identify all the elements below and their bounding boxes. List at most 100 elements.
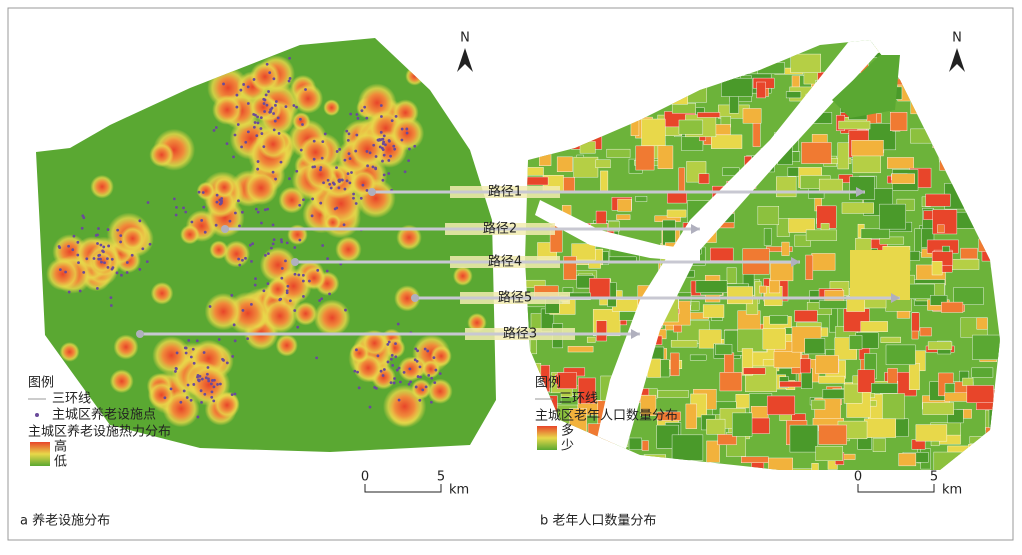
facility-point: [203, 230, 207, 234]
facility-point: [301, 123, 304, 126]
facility-point: [287, 79, 291, 83]
district: [981, 62, 1000, 70]
district: [628, 437, 642, 450]
district: [932, 209, 958, 235]
facility-point: [78, 289, 82, 293]
district: [996, 450, 1000, 467]
district: [573, 156, 599, 178]
facility-point: [246, 130, 250, 134]
district: [768, 40, 794, 47]
district: [972, 334, 1000, 360]
facility-point: [196, 375, 199, 379]
facility-point: [198, 374, 202, 378]
facility-point: [174, 367, 178, 370]
district: [805, 254, 814, 280]
district: [986, 51, 1000, 65]
facility-point: [298, 117, 302, 121]
district: [996, 187, 1000, 204]
facility-point: [195, 339, 199, 343]
facility-point: [347, 152, 351, 156]
facility-point: [279, 160, 283, 164]
district: [933, 451, 966, 470]
facility-point: [382, 134, 386, 138]
facility-point: [271, 242, 275, 246]
facility-point: [97, 227, 100, 230]
facility-point: [174, 213, 178, 217]
facility-point: [119, 234, 123, 238]
facility-point: [242, 83, 246, 86]
heat-spot: [452, 266, 473, 286]
facility-point: [413, 144, 417, 148]
heat-spot: [152, 336, 191, 375]
facility-point: [203, 392, 207, 396]
facility-point: [256, 210, 260, 214]
facility-point: [374, 155, 378, 158]
facility-point: [382, 153, 386, 157]
district: [966, 131, 981, 151]
scale-tick: 5: [437, 470, 445, 485]
district: [741, 456, 769, 463]
facility-point: [322, 181, 325, 185]
district: [759, 285, 767, 294]
district: [919, 327, 932, 337]
district: [525, 176, 549, 186]
route-arrow: [891, 293, 900, 303]
facility-point: [241, 308, 245, 312]
facility-point: [206, 366, 210, 369]
caption: a 养老设施分布: [20, 513, 110, 529]
facility-point: [350, 171, 353, 174]
district: [773, 351, 801, 368]
facility-point: [397, 366, 401, 370]
facility-point: [286, 284, 290, 288]
facility-point: [366, 164, 369, 168]
facility-point: [237, 199, 240, 203]
district: [939, 78, 949, 85]
district: [981, 160, 989, 184]
district: [788, 218, 815, 233]
district: [710, 247, 734, 261]
district: [862, 470, 890, 479]
facility-point: [381, 374, 385, 377]
facility-point: [323, 132, 327, 136]
facility-point: [111, 266, 115, 270]
heat-spot: [46, 257, 80, 291]
facility-point: [204, 376, 208, 380]
facility-point: [209, 382, 213, 386]
facility-point: [232, 155, 235, 159]
district: [956, 76, 976, 95]
district: [697, 112, 721, 118]
facility-point: [371, 165, 375, 169]
facility-point: [307, 279, 311, 283]
district: [897, 40, 930, 47]
scale-bar: [857, 484, 935, 493]
facility-point: [262, 145, 266, 149]
facility-point: [409, 380, 413, 384]
facility-point: [146, 201, 150, 204]
facility-point: [418, 398, 422, 402]
route-label: 路径2: [483, 221, 517, 237]
facility-point: [179, 400, 183, 404]
district: [811, 253, 836, 271]
district: [969, 124, 998, 141]
facility-point: [288, 299, 292, 303]
district: [721, 77, 753, 97]
district: [871, 383, 898, 394]
facility-point: [321, 244, 325, 247]
district: [678, 119, 704, 135]
facility-point: [342, 223, 346, 227]
facility-point: [390, 119, 394, 123]
heat-spot: [405, 66, 425, 86]
facility-point: [268, 71, 272, 75]
district: [930, 295, 948, 306]
district: [528, 120, 545, 138]
facility-point: [424, 385, 428, 389]
facility-point: [319, 166, 323, 169]
facility-point: [285, 241, 289, 245]
facility-point: [174, 370, 177, 373]
facility-point: [407, 382, 411, 386]
facility-point: [95, 287, 99, 290]
district: [968, 444, 981, 458]
heat-spot: [59, 341, 80, 362]
district: [741, 348, 754, 376]
heat-spot: [266, 277, 290, 301]
